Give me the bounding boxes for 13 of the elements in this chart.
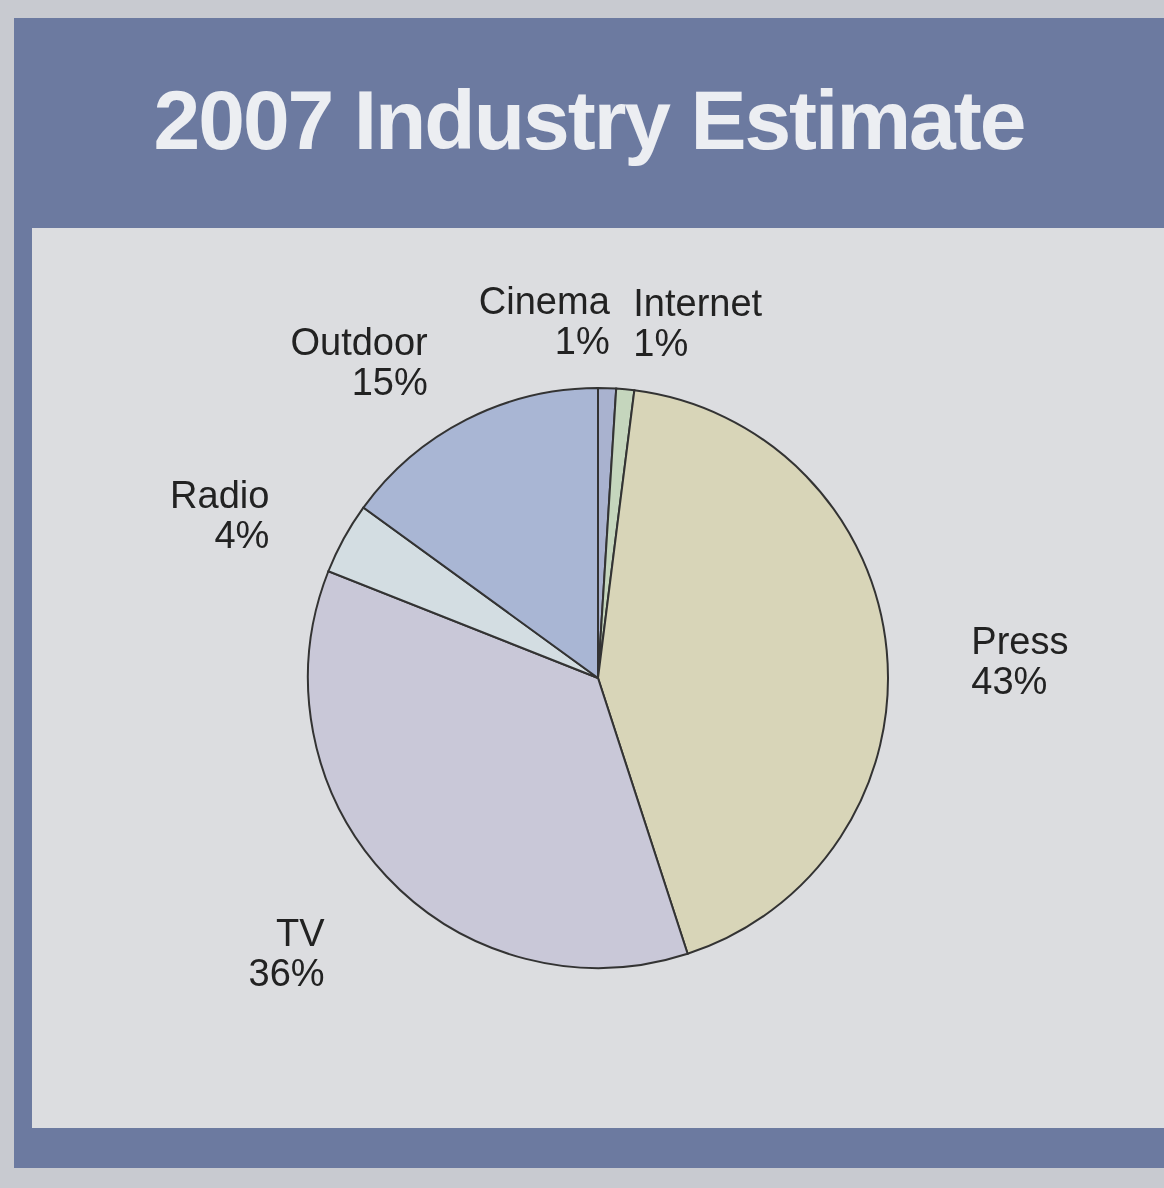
data-label: 36% <box>248 951 325 994</box>
slice-label: TV <box>276 911 326 954</box>
data-label: 15% <box>351 360 428 403</box>
data-label: 43% <box>971 659 1048 702</box>
slice-label: Radio <box>170 474 270 517</box>
slice-label: Press <box>971 619 1069 662</box>
data-label: 1% <box>554 320 610 363</box>
chart-title: 2007 Industry Estimate <box>152 72 1026 169</box>
slice-label: Internet <box>633 281 763 324</box>
slice-label: Cinema <box>478 280 611 323</box>
slice-label: Outdoor <box>290 320 429 363</box>
data-label: 4% <box>214 514 270 557</box>
data-label: 1% <box>633 321 689 364</box>
